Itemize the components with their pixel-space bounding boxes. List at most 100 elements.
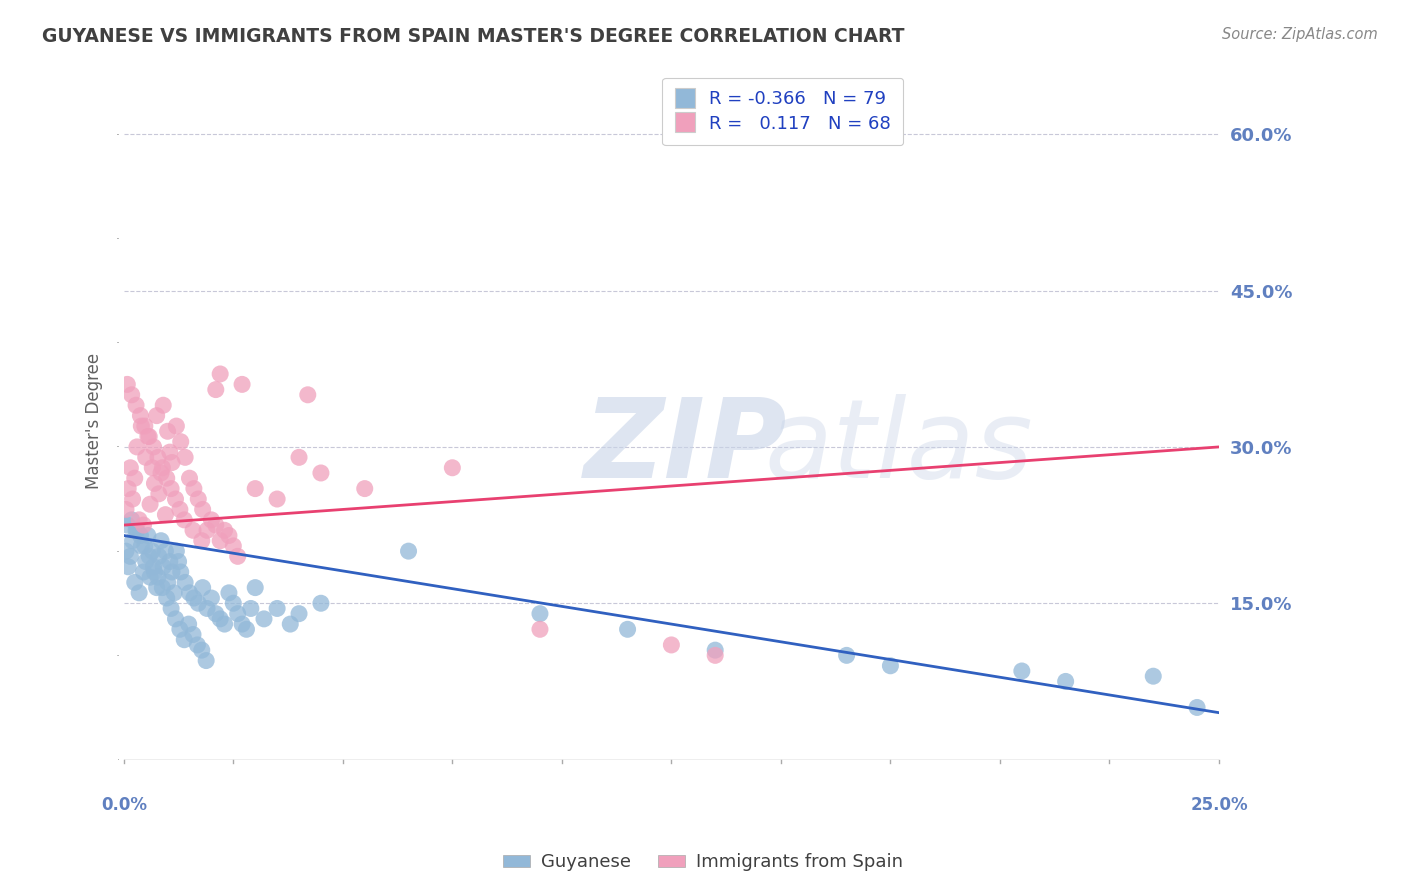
Point	[121, 513, 143, 527]
Point	[138, 549, 160, 564]
Point	[150, 460, 173, 475]
Point	[156, 471, 179, 485]
Point	[138, 429, 160, 443]
Point	[398, 544, 420, 558]
Point	[170, 434, 193, 449]
Point	[159, 445, 181, 459]
Point	[226, 549, 249, 564]
Point	[163, 586, 186, 600]
Y-axis label: Master's Degree: Master's Degree	[86, 353, 103, 489]
Point	[245, 581, 267, 595]
Text: GUYANESE VS IMMIGRANTS FROM SPAIN MASTER'S DEGREE CORRELATION CHART: GUYANESE VS IMMIGRANTS FROM SPAIN MASTER…	[42, 27, 904, 45]
Point	[125, 523, 148, 537]
Point	[879, 658, 901, 673]
Point	[139, 570, 162, 584]
Point	[152, 559, 174, 574]
Point	[129, 528, 152, 542]
Text: 0.0%: 0.0%	[101, 796, 146, 814]
Point	[128, 513, 150, 527]
Point	[218, 528, 240, 542]
Point	[191, 643, 214, 657]
Point	[135, 555, 157, 569]
Point	[146, 450, 169, 465]
Point	[129, 409, 152, 423]
Point	[222, 596, 245, 610]
Point	[209, 533, 232, 548]
Point	[117, 482, 139, 496]
Point	[179, 471, 201, 485]
Point	[704, 643, 727, 657]
Point	[226, 607, 249, 621]
Point	[186, 638, 208, 652]
Point	[124, 471, 146, 485]
Point	[181, 523, 204, 537]
Point	[148, 549, 170, 564]
Point	[142, 440, 165, 454]
Point	[1185, 700, 1208, 714]
Point	[195, 523, 218, 537]
Point	[266, 491, 288, 506]
Point	[195, 601, 218, 615]
Point	[156, 425, 179, 439]
Point	[222, 539, 245, 553]
Point	[134, 419, 156, 434]
Point	[209, 367, 232, 381]
Point	[661, 638, 683, 652]
Point	[125, 440, 148, 454]
Point	[1142, 669, 1164, 683]
Point	[150, 533, 173, 548]
Point	[139, 497, 162, 511]
Point	[239, 601, 262, 615]
Point	[529, 622, 551, 636]
Point	[309, 596, 332, 610]
Point	[145, 581, 167, 595]
Point	[148, 487, 170, 501]
Point	[150, 581, 173, 595]
Point	[200, 591, 222, 605]
Point	[142, 559, 165, 574]
Point	[136, 528, 159, 542]
Point	[191, 533, 214, 548]
Point	[297, 388, 319, 402]
Point	[231, 377, 253, 392]
Point	[191, 581, 214, 595]
Point	[231, 617, 253, 632]
Point	[128, 586, 150, 600]
Point	[115, 544, 138, 558]
Point	[288, 607, 311, 621]
Point	[187, 491, 209, 506]
Point	[181, 627, 204, 641]
Point	[117, 518, 139, 533]
Point	[132, 518, 155, 533]
Text: Source: ZipAtlas.com: Source: ZipAtlas.com	[1222, 27, 1378, 42]
Point	[1054, 674, 1077, 689]
Point	[120, 460, 142, 475]
Point	[266, 601, 288, 615]
Point	[170, 565, 193, 579]
Point	[131, 539, 153, 553]
Point	[1011, 664, 1033, 678]
Point	[150, 466, 173, 480]
Point	[146, 570, 169, 584]
Point	[183, 591, 205, 605]
Point	[117, 377, 139, 392]
Point	[195, 654, 218, 668]
Point	[278, 617, 301, 632]
Point	[704, 648, 727, 663]
Text: 25.0%: 25.0%	[1189, 796, 1247, 814]
Point	[174, 575, 197, 590]
Point	[124, 575, 146, 590]
Point	[159, 555, 181, 569]
Point	[165, 419, 187, 434]
Point	[125, 523, 148, 537]
Point	[165, 612, 187, 626]
Point	[177, 617, 200, 632]
Point	[160, 482, 183, 496]
Point	[145, 409, 167, 423]
Point	[173, 632, 195, 647]
Point	[160, 456, 183, 470]
Point	[353, 482, 375, 496]
Point	[179, 586, 201, 600]
Point	[121, 533, 143, 548]
Point	[160, 601, 183, 615]
